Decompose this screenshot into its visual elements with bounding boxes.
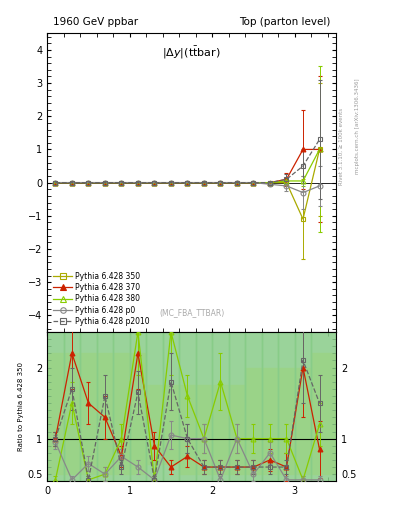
- Text: Rivet 3.1.10, ≥ 100k events: Rivet 3.1.10, ≥ 100k events: [339, 108, 344, 185]
- Text: $|\Delta y|(\mathrm{t\bar{t}bar})$: $|\Delta y|(\mathrm{t\bar{t}bar})$: [162, 45, 221, 61]
- Legend: Pythia 6.428 350, Pythia 6.428 370, Pythia 6.428 380, Pythia 6.428 p0, Pythia 6.: Pythia 6.428 350, Pythia 6.428 370, Pyth…: [51, 269, 152, 328]
- Text: (MC_FBA_TTBAR): (MC_FBA_TTBAR): [159, 308, 224, 317]
- Y-axis label: Ratio to Pythia 6.428 350: Ratio to Pythia 6.428 350: [18, 362, 24, 451]
- Text: 1960 GeV ppbar: 1960 GeV ppbar: [53, 17, 138, 27]
- Text: Top (parton level): Top (parton level): [239, 17, 330, 27]
- Text: mcplots.cern.ch [arXiv:1306.3436]: mcplots.cern.ch [arXiv:1306.3436]: [355, 78, 360, 174]
